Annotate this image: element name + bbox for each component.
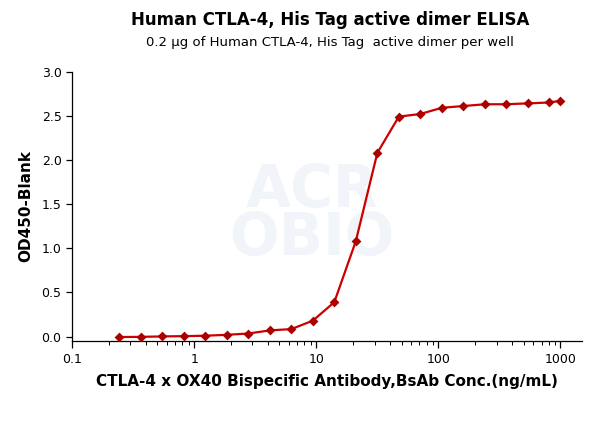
Y-axis label: OD450-Blank: OD450-Blank — [18, 150, 33, 262]
Point — [351, 238, 361, 245]
Point — [287, 326, 296, 333]
Point — [480, 101, 490, 108]
Point — [244, 330, 253, 337]
Point — [222, 331, 232, 338]
Point — [545, 99, 554, 106]
Point — [502, 101, 511, 108]
Point — [458, 103, 468, 109]
Point — [136, 333, 146, 340]
Point — [115, 334, 124, 341]
Point — [394, 113, 404, 120]
Point — [158, 333, 167, 340]
Point — [329, 299, 339, 306]
Point — [308, 317, 317, 324]
Text: OBIO: OBIO — [229, 210, 394, 267]
Text: 0.2 μg of Human CTLA-4, His Tag  active dimer per well: 0.2 μg of Human CTLA-4, His Tag active d… — [146, 36, 514, 49]
Point — [416, 111, 425, 117]
Point — [179, 333, 188, 339]
Point — [373, 149, 382, 156]
Point — [523, 100, 533, 107]
Point — [556, 97, 565, 104]
Point — [265, 327, 275, 334]
Text: ACR: ACR — [245, 162, 378, 218]
Point — [200, 332, 210, 339]
X-axis label: CTLA-4 x OX40 Bispecific Antibody,BsAb Conc.(ng/mL): CTLA-4 x OX40 Bispecific Antibody,BsAb C… — [96, 374, 558, 389]
Text: Human CTLA-4, His Tag active dimer ELISA: Human CTLA-4, His Tag active dimer ELISA — [131, 11, 529, 29]
Point — [437, 104, 446, 111]
